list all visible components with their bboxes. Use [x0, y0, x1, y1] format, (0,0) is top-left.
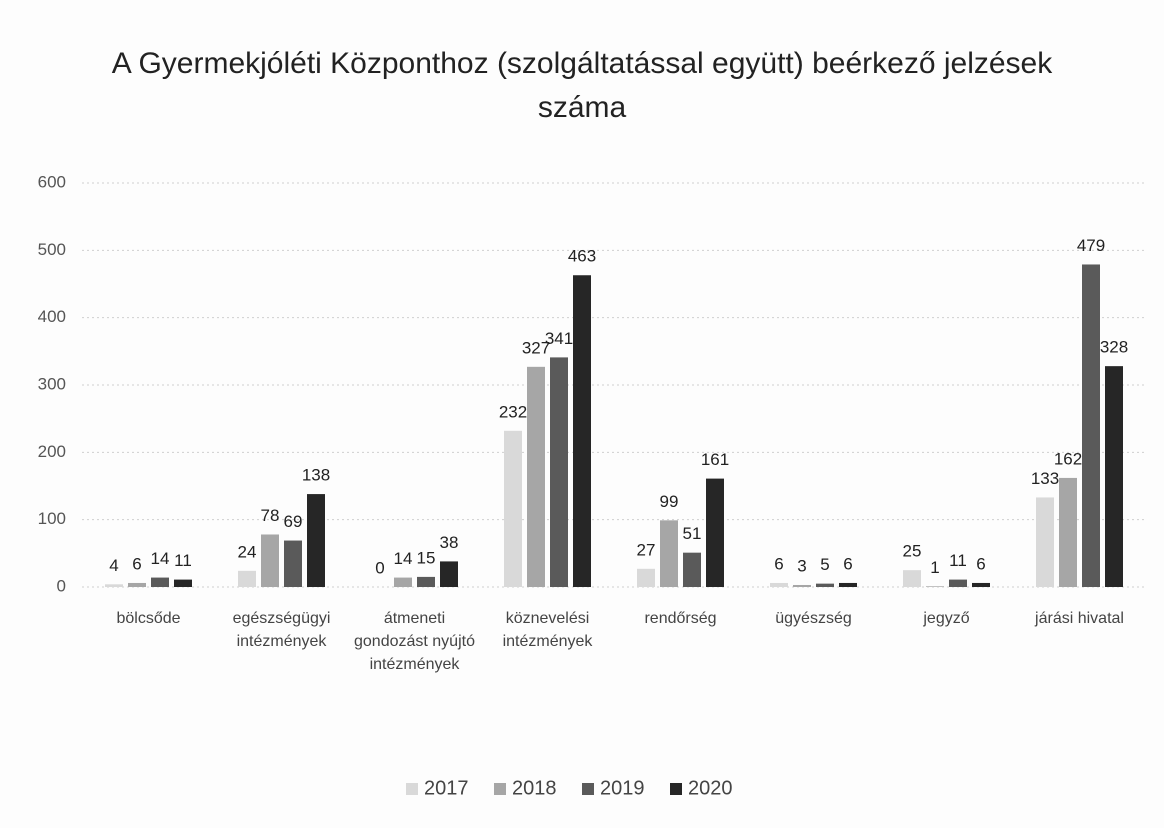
y-tick-label: 400	[38, 307, 66, 326]
bar	[417, 576, 435, 587]
y-tick-label: 500	[38, 240, 66, 259]
data-label: 232	[499, 402, 527, 421]
data-label: 69	[284, 512, 303, 531]
data-label: 5	[820, 555, 829, 574]
bar	[151, 577, 169, 587]
data-label: 479	[1077, 236, 1105, 255]
data-label: 11	[949, 551, 967, 570]
bar	[706, 478, 724, 587]
legend-label: 2017	[424, 777, 469, 799]
bar	[394, 577, 412, 587]
bar	[1082, 264, 1100, 587]
bar	[307, 494, 325, 587]
bar	[527, 366, 545, 587]
y-tick-label: 100	[38, 509, 66, 528]
data-label: 51	[683, 524, 702, 543]
bar	[128, 582, 146, 587]
bar	[1036, 497, 1054, 587]
bar	[816, 583, 834, 587]
legend-label: 2018	[512, 777, 557, 799]
y-tick-label: 300	[38, 374, 66, 393]
bar	[770, 582, 788, 587]
bar	[926, 586, 944, 587]
legend-label: 2020	[688, 777, 733, 799]
data-label: 14	[394, 549, 413, 568]
data-label: 1	[930, 558, 939, 577]
x-tick-label: rendőrség	[644, 610, 717, 627]
data-label: 3	[797, 556, 806, 575]
data-label: 38	[440, 533, 459, 552]
legend-swatch	[494, 783, 506, 795]
bar	[550, 357, 568, 587]
chart-title: A Gyermekjóléti Központhoz (szolgáltatás…	[111, 47, 1053, 124]
data-label: 27	[637, 540, 656, 559]
data-label: 6	[976, 554, 985, 573]
data-label: 78	[261, 506, 280, 525]
bar	[637, 568, 655, 587]
data-label: 0	[375, 558, 384, 577]
data-label: 463	[568, 247, 596, 266]
x-tick-label: járási hivatal	[1035, 610, 1124, 627]
data-label: 25	[903, 542, 922, 561]
bar	[573, 275, 591, 587]
legend-swatch	[670, 783, 682, 795]
data-label: 162	[1054, 449, 1082, 468]
data-label: 4	[109, 556, 118, 575]
data-label: 6	[774, 554, 783, 573]
bar	[793, 584, 811, 587]
data-label: 327	[522, 338, 550, 357]
data-label: 24	[238, 542, 257, 561]
x-tick-label: köznevelési intézmények	[502, 610, 593, 651]
data-label: 99	[660, 492, 679, 511]
data-label: 14	[151, 549, 170, 568]
data-label: 133	[1031, 469, 1059, 488]
bar	[660, 520, 678, 587]
bar	[261, 534, 279, 587]
data-label: 341	[545, 329, 573, 348]
legend-swatch	[406, 783, 418, 795]
bar	[949, 579, 967, 587]
bar	[174, 579, 192, 587]
data-label: 6	[843, 554, 852, 573]
data-label: 328	[1100, 338, 1128, 357]
bar	[504, 430, 522, 587]
x-tick-label: átmeneti gondozást nyújtó intézmények	[354, 610, 475, 674]
x-tick-label: jegyző	[923, 610, 970, 627]
legend-label: 2019	[600, 777, 645, 799]
bar	[238, 570, 256, 587]
data-label: 6	[132, 554, 141, 573]
bar	[683, 552, 701, 587]
bar	[903, 570, 921, 587]
data-label: 161	[701, 450, 729, 469]
y-tick-label: 0	[57, 576, 66, 595]
x-tick-label: ügyészség	[775, 610, 852, 627]
data-label: 15	[417, 548, 436, 567]
bar	[1059, 477, 1077, 587]
x-tick-label: bölcsőde	[116, 610, 181, 627]
bar	[839, 582, 857, 587]
bar	[972, 582, 990, 587]
y-tick-label: 600	[38, 172, 66, 191]
bar	[105, 584, 123, 587]
data-label: 138	[302, 466, 330, 485]
bar	[284, 540, 302, 587]
legend-swatch	[582, 783, 594, 795]
data-label: 11	[174, 551, 192, 570]
bar	[440, 561, 458, 587]
bar	[1105, 366, 1123, 587]
y-tick-label: 200	[38, 442, 66, 461]
x-tick-label: egészségügyi intézmények	[232, 610, 331, 651]
